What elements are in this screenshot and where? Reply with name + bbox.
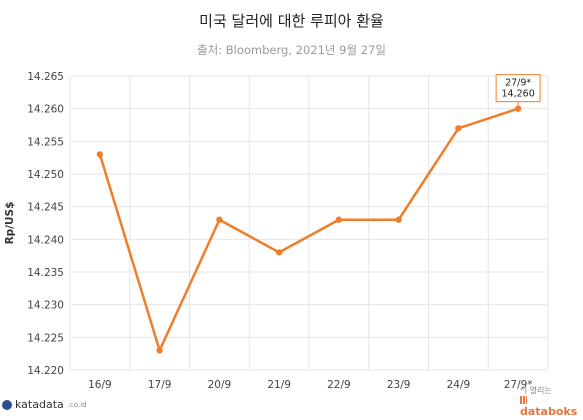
katadata-logo-text: katadata xyxy=(15,398,64,411)
x-tick-label: 27/9* xyxy=(504,379,533,391)
databoks-logo-text: databoks xyxy=(520,405,578,418)
y-tick-label: 14.250 xyxy=(27,169,64,181)
x-tick-label: 17/9 xyxy=(148,379,172,391)
chart-subtitle: 출처: Bloomberg, 2021년 9월 27일 xyxy=(197,43,386,57)
y-tick-label: 14.245 xyxy=(27,202,64,214)
data-point xyxy=(96,151,104,158)
data-point xyxy=(335,216,343,223)
series-line xyxy=(98,107,519,352)
katadata-logo: katadata .co.id xyxy=(2,398,87,411)
y-tick-label: 14.225 xyxy=(27,332,64,344)
y-tick-label: 14.240 xyxy=(27,234,64,246)
y-tick-label: 14.260 xyxy=(27,104,64,116)
annotation-value: 14,260 xyxy=(502,89,535,100)
x-tick-label: 22/9 xyxy=(327,379,351,391)
y-axis-label: Rp/US$ xyxy=(4,202,16,245)
data-point xyxy=(156,347,163,354)
y-tick-label: 14.265 xyxy=(27,71,64,83)
data-point xyxy=(455,125,462,132)
x-tick-label: 23/9 xyxy=(387,379,411,391)
data-point xyxy=(395,216,402,223)
katadata-logo-icon xyxy=(2,399,12,410)
data-point xyxy=(216,216,223,223)
data-point xyxy=(514,105,522,112)
y-tick-label: 14.255 xyxy=(27,136,64,148)
y-tick-label: 14.220 xyxy=(27,365,64,377)
annotation-label: 27/9* xyxy=(505,78,531,89)
databoks-bars-icon xyxy=(520,396,527,404)
x-tick-label: 24/9 xyxy=(447,379,471,391)
x-tick-label: 21/9 xyxy=(267,379,291,391)
x-tick-label: 16/9 xyxy=(88,379,112,391)
databoks-logo: *) 열리는 databoks xyxy=(520,386,582,418)
y-tick-label: 14.235 xyxy=(27,267,64,279)
chart-title: 미국 달러에 대한 루피아 환율 xyxy=(199,12,384,30)
katadata-logo-suffix: .co.id xyxy=(67,400,87,409)
data-point xyxy=(275,249,283,256)
y-tick-label: 14.230 xyxy=(27,300,64,312)
annotation-box xyxy=(495,74,541,103)
databoks-note: *) 열리는 xyxy=(520,386,552,395)
x-tick-label: 20/9 xyxy=(208,379,232,391)
